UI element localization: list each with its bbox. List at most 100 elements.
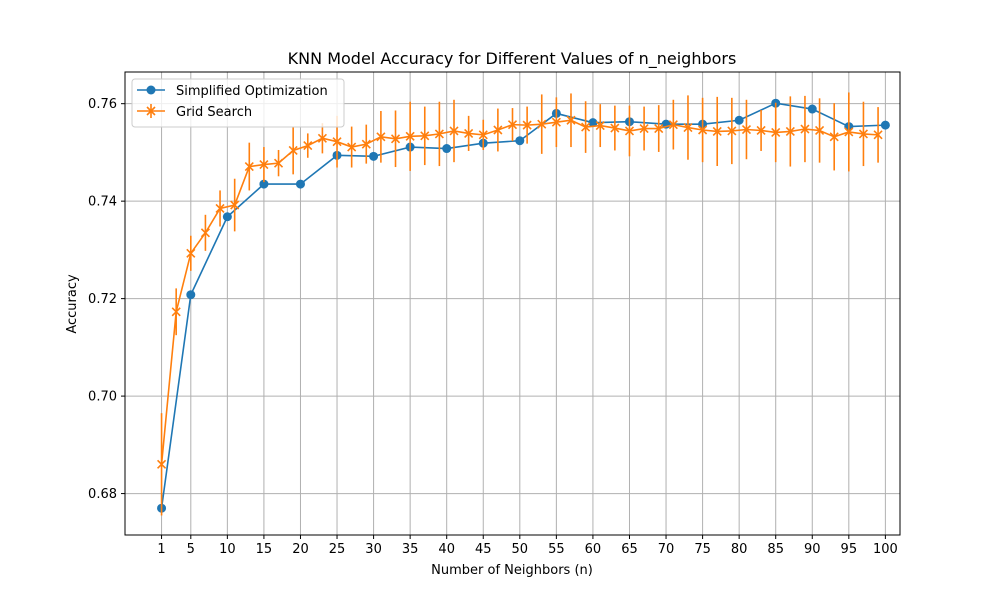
grid-search-point (858, 129, 869, 139)
x-tick-label: 60 (585, 542, 602, 557)
grid-search-point (449, 126, 459, 136)
x-axis: 1 5 10 15 20 25 30 35 40 45 50 55 60 65 70 75 80 85 90 95 10… (157, 535, 898, 557)
grid-search-point (317, 133, 327, 143)
x-marker-stroke (230, 200, 240, 210)
x-marker-stroke (405, 131, 415, 141)
grid-search-point (639, 123, 649, 134)
x-marker-stroke (156, 459, 167, 469)
x-marker-stroke (756, 125, 766, 136)
x-marker-stroke (478, 130, 488, 140)
grid-search-point (288, 145, 298, 156)
x-tick-label: 35 (402, 542, 419, 557)
simplified-optimization-point (186, 290, 196, 300)
simplified-optimization-point (515, 136, 525, 146)
simplified-optimization-point (442, 144, 452, 154)
x-marker-stroke (829, 132, 839, 142)
x-tick-label: 100 (873, 542, 898, 557)
y-axis: 0.68 0.70 0.72 0.74 0.76 (88, 97, 125, 502)
x-marker-stroke (420, 131, 430, 141)
x-marker-stroke (303, 141, 313, 151)
x-marker-stroke (200, 228, 210, 238)
y-tick-label: 0.76 (88, 97, 117, 112)
x-marker-stroke (537, 119, 547, 129)
grid-search-point (537, 119, 547, 129)
grid-search-point (668, 120, 678, 130)
simplified-optimization-point (369, 151, 379, 161)
x-marker-stroke (146, 106, 156, 116)
legend-marker-simplified-optimization (137, 85, 165, 95)
x-marker-stroke (741, 124, 752, 135)
x-marker-stroke (493, 125, 503, 135)
x-marker-stroke (317, 133, 327, 143)
legend-label-simplified-optimization: Simplified Optimization (176, 84, 328, 99)
grid-search-point (698, 125, 708, 135)
x-marker-stroke (698, 125, 708, 135)
y-tick-label: 0.74 (88, 195, 117, 210)
grid-search-point (273, 158, 284, 168)
x-marker-stroke (712, 126, 722, 137)
x-marker-stroke (244, 161, 254, 172)
x-axis-title: Number of Neighbors (n) (431, 563, 593, 578)
grid-search-point (566, 115, 576, 125)
x-tick-label: 20 (292, 542, 309, 557)
x-marker-stroke (610, 123, 620, 133)
x-marker-stroke (566, 115, 576, 125)
series-layer (156, 92, 890, 516)
simplified-optimization-point (259, 179, 269, 189)
x-tick-label: 10 (219, 542, 236, 557)
x-marker-stroke (785, 126, 795, 137)
x-marker-stroke (815, 125, 825, 136)
grid-search-point (756, 125, 766, 136)
grid-search-point (376, 132, 386, 142)
x-marker-stroke (215, 203, 225, 214)
grid-search-point (683, 122, 693, 133)
x-marker-stroke (347, 142, 357, 152)
x-marker-stroke (434, 129, 444, 139)
legend-label-grid-search: Grid Search (176, 105, 252, 120)
x-marker-stroke (624, 126, 635, 136)
legend: Simplified Optimization Grid Search (131, 78, 345, 128)
simplified-optimization-point (880, 120, 890, 130)
x-marker-stroke (464, 128, 474, 138)
grid-search-point (347, 142, 357, 152)
grid-search-point (522, 120, 532, 130)
grid-search-point (361, 139, 371, 149)
grid-search-point (815, 125, 825, 136)
grid-search-point (624, 126, 635, 136)
legend-marker-grid-search (137, 104, 165, 118)
x-marker-stroke (873, 130, 883, 140)
grid-search-point (741, 124, 752, 135)
grid-search-point (244, 161, 254, 172)
x-tick-label: 70 (658, 542, 675, 557)
x-tick-label: 80 (731, 542, 748, 557)
grid-search-point (727, 126, 737, 136)
x-tick-label: 90 (804, 542, 821, 557)
x-tick-label: 50 (512, 542, 529, 557)
grid-search-point (654, 123, 664, 134)
x-tick-label: 55 (548, 542, 565, 557)
series-grid-search (156, 92, 883, 516)
x-marker-stroke (668, 120, 678, 130)
x-marker-stroke (273, 158, 284, 168)
y-axis-title: Accuracy (65, 274, 80, 334)
grid-search-point (332, 137, 342, 147)
simplified-optimization-point (295, 179, 305, 189)
x-marker-stroke (376, 132, 386, 142)
x-marker-stroke (844, 127, 854, 137)
plot-frame (124, 71, 901, 536)
x-marker-stroke (522, 120, 532, 130)
grid-search-point (420, 131, 430, 141)
grid-search-point (390, 134, 401, 144)
x-tick-label: 65 (621, 542, 638, 557)
x-tick-label: 15 (256, 542, 273, 557)
grid-search-point (712, 126, 722, 137)
grid-search-point (259, 160, 269, 170)
x-tick-label: 40 (438, 542, 455, 557)
x-marker-stroke (639, 123, 649, 134)
x-tick-label: 95 (841, 542, 858, 557)
x-tick-label: 5 (187, 542, 195, 557)
grid-search-point (771, 127, 781, 137)
grid-search-point (464, 128, 474, 138)
grid-search-point (478, 130, 488, 140)
legend-dot-simplified-optimization (146, 85, 156, 95)
